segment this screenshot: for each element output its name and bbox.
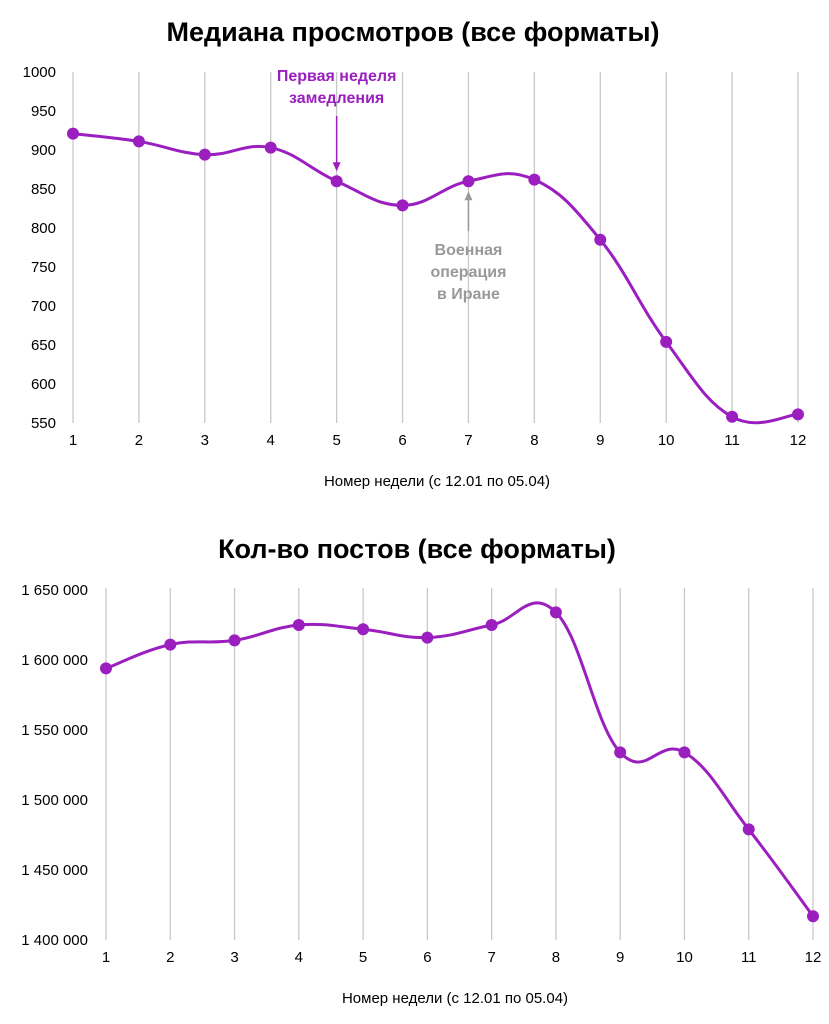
x-tick-label: 3: [230, 949, 238, 966]
x-tick-label: 12: [805, 949, 822, 966]
data-point: [678, 746, 691, 759]
y-tick-label: 1 450 000: [21, 862, 88, 879]
median-views-chart: Медиана просмотров (все форматы) 1000 950…: [23, 17, 807, 490]
y-tick-label: 1 600 000: [21, 652, 88, 669]
y-tick-label: 800: [31, 220, 56, 237]
x-tick-label: 5: [359, 949, 367, 966]
data-point: [357, 623, 370, 636]
x-tick-label: 7: [464, 432, 472, 449]
chart2-x-axis-label: Номер недели (с 12.01 по 05.04): [342, 990, 568, 1007]
data-point: [792, 408, 804, 421]
annotation-arrowhead: [464, 191, 473, 201]
annotation-text: операция: [430, 264, 506, 281]
data-point: [462, 175, 475, 188]
y-tick-label: 550: [31, 415, 56, 432]
x-tick-label: 5: [332, 432, 340, 449]
x-tick-label: 2: [135, 432, 143, 449]
x-tick-label: 6: [398, 432, 406, 449]
chart1-x-axis: 1 2 3 4 5 6 7 8 9 10 11 12: [69, 432, 807, 449]
data-point: [228, 634, 241, 647]
data-point: [421, 631, 434, 644]
y-tick-label: 700: [31, 298, 56, 315]
y-tick-label: 650: [31, 337, 56, 354]
data-point: [396, 199, 409, 212]
x-tick-label: 10: [658, 432, 675, 449]
chart1-annotations: Первая неделя замедления Военная операция в …: [277, 68, 507, 303]
annotation-text: замедления: [289, 90, 384, 107]
y-tick-label: 1 550 000: [21, 722, 88, 739]
chart1-x-axis-label: Номер недели (с 12.01 по 05.04): [324, 473, 550, 490]
chart2-x-axis: 1 2 3 4 5 6 7 8 9 10 11 12: [102, 949, 822, 966]
chart2-grid: [105, 588, 814, 940]
x-tick-label: 9: [596, 432, 604, 449]
annotation: Военная операция в Иране: [430, 191, 506, 303]
x-tick-label: 11: [724, 432, 740, 449]
x-tick-label: 10: [676, 949, 693, 966]
x-tick-label: 1: [102, 949, 110, 966]
y-tick-label: 900: [31, 142, 56, 159]
annotation-text: Военная: [435, 242, 503, 259]
data-point: [485, 619, 498, 631]
x-tick-label: 12: [790, 432, 807, 449]
x-tick-label: 7: [487, 949, 495, 966]
y-tick-label: 750: [31, 259, 56, 276]
data-point: [528, 173, 541, 186]
data-point: [100, 662, 112, 675]
chart2-y-axis: 1 650 000 1 600 000 1 550 000 1 500 000 1 45…: [21, 582, 88, 949]
annotation-arrowhead: [332, 162, 341, 172]
x-tick-label: 4: [295, 949, 303, 966]
data-point: [264, 141, 277, 154]
chart1-grid: [72, 72, 799, 423]
data-point: [132, 135, 145, 148]
data-point: [726, 410, 739, 423]
x-tick-label: 3: [201, 432, 209, 449]
annotation: Первая неделя замедления: [277, 68, 397, 172]
x-tick-label: 8: [552, 949, 560, 966]
chart2-title: Кол-во постов (все форматы): [218, 534, 616, 564]
data-point: [292, 619, 305, 631]
chart2-series-line: [105, 601, 815, 918]
annotation-text: в Иране: [437, 286, 500, 303]
data-point: [594, 233, 607, 246]
data-point: [807, 910, 819, 923]
y-tick-label: 600: [31, 376, 56, 393]
y-tick-label: 850: [31, 181, 56, 198]
x-tick-label: 4: [267, 432, 275, 449]
x-tick-label: 6: [423, 949, 431, 966]
data-point: [742, 823, 755, 836]
chart1-title: Медиана просмотров (все форматы): [166, 17, 659, 47]
y-tick-label: 1000: [23, 64, 56, 81]
x-tick-label: 9: [616, 949, 624, 966]
y-tick-label: 950: [31, 103, 56, 120]
y-tick-label: 1 400 000: [21, 932, 88, 949]
chart1-points: [67, 127, 804, 423]
y-tick-label: 1 650 000: [21, 582, 88, 599]
chart2-points: [100, 606, 819, 923]
x-tick-label: 8: [530, 432, 538, 449]
y-tick-label: 1 500 000: [21, 792, 88, 809]
x-tick-label: 11: [741, 949, 757, 966]
data-point: [614, 746, 627, 759]
annotation-text: Первая неделя: [277, 68, 397, 85]
chart1-y-axis: 1000 950 900 850 800 750 700 650 600 550: [23, 64, 56, 432]
data-point: [549, 606, 562, 619]
data-point: [660, 335, 673, 348]
data-point: [164, 638, 177, 651]
x-tick-label: 2: [166, 949, 174, 966]
data-point: [330, 175, 343, 188]
x-tick-label: 1: [69, 432, 77, 449]
data-point: [67, 127, 79, 140]
data-point: [198, 148, 211, 161]
